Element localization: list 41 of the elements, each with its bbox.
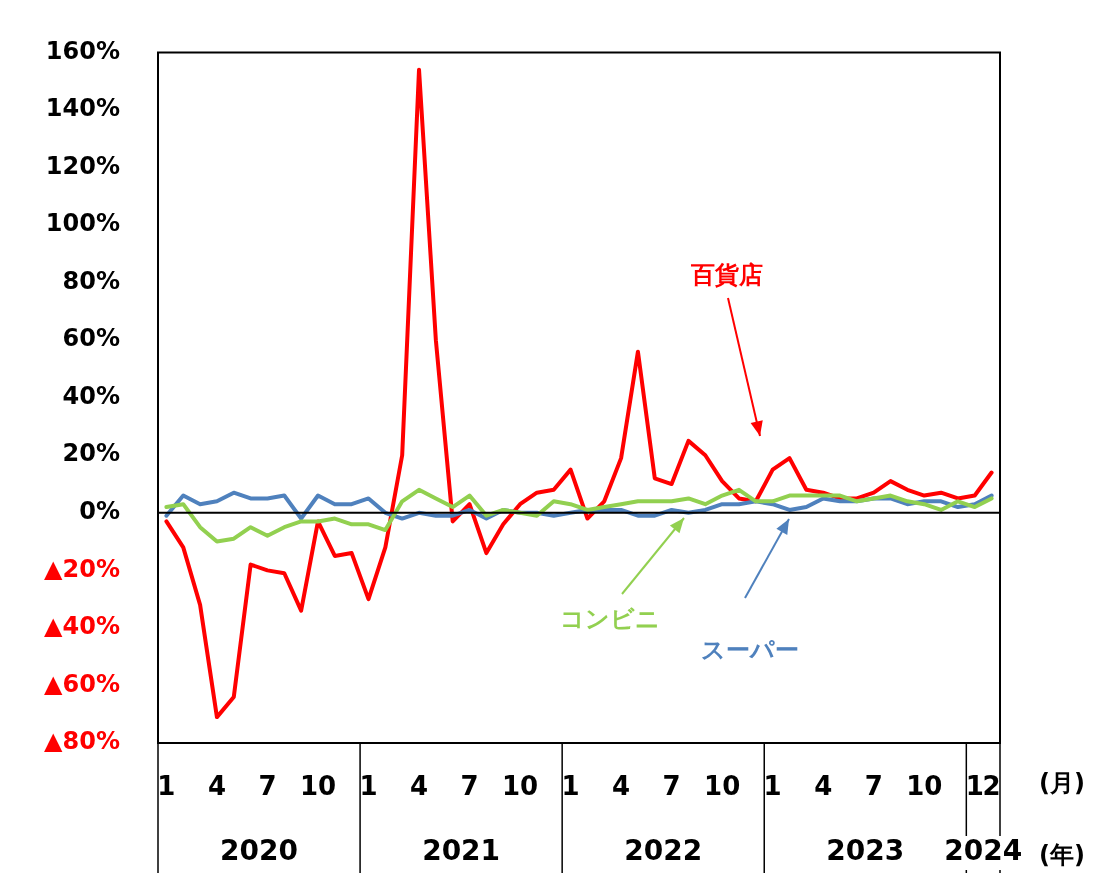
x-tick-label: 1 <box>763 771 782 802</box>
x-tick-label: 4 <box>612 771 631 802</box>
x-tick-label: 1 <box>965 771 984 802</box>
y-tick-label: ▲80% <box>44 727 120 756</box>
y-tick-label: 40% <box>62 381 120 410</box>
x-tick-label: 4 <box>409 771 429 802</box>
x-tick-label: 10 <box>299 771 337 802</box>
text: 2023 <box>826 834 905 868</box>
x-tick-label: 7 <box>662 771 681 802</box>
y-tick-label: 80% <box>62 266 120 295</box>
x-tick-label: 1 <box>359 771 378 802</box>
x-tick-label: 4 <box>207 771 226 802</box>
x-tick-label: 7 <box>258 771 277 802</box>
text: 2021 <box>422 834 501 868</box>
y-tick-label: ▲40% <box>44 612 120 641</box>
y-tick-label: ▲60% <box>44 669 120 698</box>
text: スーパー <box>701 636 799 665</box>
text: 百貨店 <box>690 261 763 290</box>
x-tick-label: 10 <box>704 771 741 802</box>
x-tick-label: 1 <box>157 771 176 802</box>
text: (年) <box>1039 841 1085 870</box>
x-tick-label: 2 <box>982 771 1001 802</box>
x-tick-label: 7 <box>460 771 479 802</box>
text: 2024 <box>944 834 1023 868</box>
y-tick-label: 160% <box>45 36 120 65</box>
y-tick-label: 100% <box>45 209 120 238</box>
x-tick-label: 10 <box>906 771 943 802</box>
x-tick-label: 4 <box>814 771 833 802</box>
x-tick-label: 10 <box>501 771 539 802</box>
x-tick-label: 7 <box>864 771 883 802</box>
y-tick-label: 60% <box>62 324 120 353</box>
y-tick-label: 120% <box>45 151 120 180</box>
text: 2020 <box>220 834 299 868</box>
y-tick-label: 0% <box>79 497 120 526</box>
text: コンビニ <box>560 605 660 634</box>
y-tick-label: 20% <box>62 439 120 468</box>
x-tick-label: 1 <box>561 771 580 802</box>
y-tick-label: ▲20% <box>44 554 120 583</box>
y-tick-label: 140% <box>45 94 120 123</box>
text: (月) <box>1039 769 1085 798</box>
text: 2022 <box>624 834 703 868</box>
